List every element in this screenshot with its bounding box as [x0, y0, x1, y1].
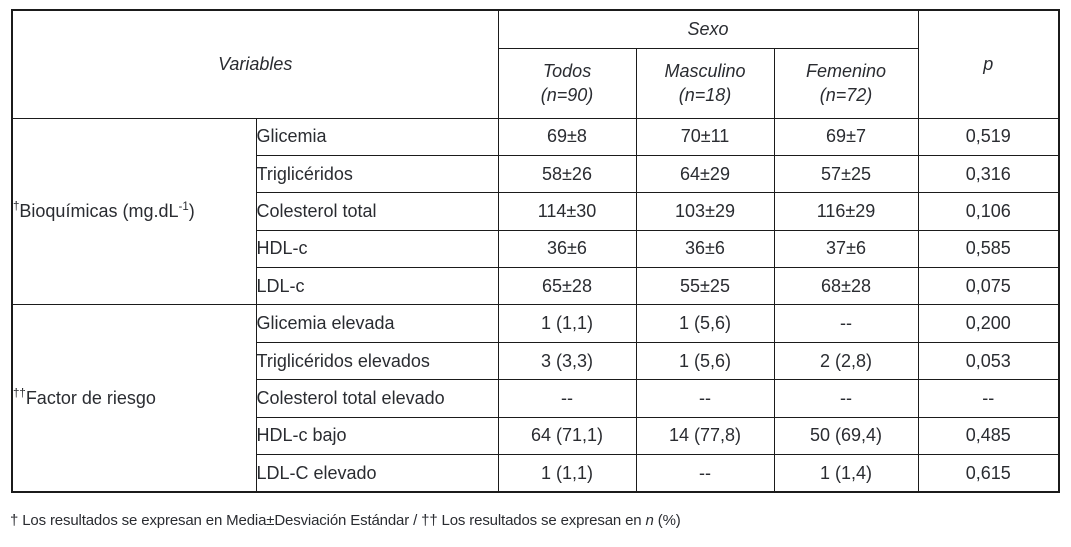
cell-p: 0,316	[917, 154, 1060, 194]
col-header-variables: Variables	[11, 9, 499, 119]
cell-todos: 36±6	[497, 229, 637, 269]
cell-femenino: --	[773, 304, 919, 343]
col-header-todos: Todos (n=90)	[497, 47, 637, 119]
cell-variable: Glicemia	[255, 117, 499, 156]
table-container: Variables Sexo p Todos (n=90) Masculino …	[11, 9, 1061, 493]
col-header-femenino: Femenino (n=72)	[773, 47, 919, 119]
cell-todos: 58±26	[497, 154, 637, 194]
cell-p: 0,106	[917, 192, 1060, 231]
cell-p: 0,200	[917, 304, 1060, 343]
table-row: HDL-c 36±6 36±6 37±6 0,585	[12, 229, 1060, 269]
col-header-masculino: Masculino (n=18)	[635, 47, 775, 119]
footnote: † Los resultados se expresan en Media±De…	[10, 512, 681, 529]
cell-femenino: 50 (69,4)	[773, 416, 919, 456]
table-row: Triglicéridos 58±26 64±29 57±25 0,316	[12, 154, 1060, 194]
cell-p: 0,053	[917, 341, 1060, 381]
header-n: (n=18)	[678, 85, 732, 105]
cell-masculino: --	[635, 379, 775, 418]
cell-todos: 1 (1,1)	[497, 304, 637, 343]
cell-variable: Glicemia elevada	[255, 304, 499, 343]
cell-p: 0,585	[917, 229, 1060, 269]
cell-femenino: 1 (1,4)	[773, 454, 919, 493]
cell-todos: 114±30	[497, 192, 637, 231]
cell-femenino: 2 (2,8)	[773, 341, 919, 381]
header-n: (n=90)	[540, 85, 594, 105]
cell-p: 0,519	[917, 117, 1060, 156]
table-row: Triglicéridos elevados 3 (3,3) 1 (5,6) 2…	[12, 341, 1060, 381]
header-row-sexo: Variables Sexo p	[11, 9, 1060, 119]
cell-masculino: 14 (77,8)	[635, 416, 775, 456]
cell-femenino: 57±25	[773, 154, 919, 194]
header-row-subgroups: Todos (n=90) Masculino (n=18) Femenino (…	[12, 47, 1059, 119]
group-label-factor-de-riesgo: ††Factor de riesgo	[11, 304, 257, 493]
header-label: Masculino	[664, 60, 746, 81]
cell-femenino: 68±28	[773, 267, 919, 306]
cell-p: 0,075	[917, 267, 1060, 306]
cell-variable: HDL-c	[255, 229, 499, 269]
cell-p: --	[917, 379, 1060, 418]
header-label: Todos	[542, 60, 592, 81]
cell-todos: --	[497, 379, 637, 418]
table-row: †Bioquímicas (mg.dL-1) Glicemia 69±8 70±…	[11, 117, 1060, 306]
cell-masculino: 55±25	[635, 267, 775, 306]
footnote-n: n	[645, 512, 654, 529]
cell-masculino: 1 (5,6)	[635, 304, 775, 343]
table-row: LDL-c 65±28 55±25 68±28 0,075	[12, 267, 1060, 306]
cell-masculino: 36±6	[635, 229, 775, 269]
group-dagger: †	[13, 200, 20, 213]
group-dagger: ††	[13, 387, 26, 400]
table-row: ††Factor de riesgo Glicemia elevada 1 (1…	[11, 304, 1060, 493]
cell-masculino: 64±29	[635, 154, 775, 194]
cell-p: 0,485	[917, 416, 1060, 456]
cell-masculino: 70±11	[635, 117, 775, 156]
table-row: LDL-C elevado 1 (1,1) -- 1 (1,4) 0,615	[12, 454, 1060, 493]
cell-todos: 64 (71,1)	[497, 416, 637, 456]
table-row: HDL-c bajo 64 (71,1) 14 (77,8) 50 (69,4)…	[12, 416, 1060, 456]
group-label-end: )	[188, 200, 195, 221]
cell-masculino: 103±29	[635, 192, 775, 231]
cell-variable: HDL-c bajo	[255, 416, 499, 456]
cell-todos: 3 (3,3)	[497, 341, 637, 381]
cell-todos: 65±28	[497, 267, 637, 306]
group-label-superscript: -1	[178, 200, 189, 213]
results-table: Variables Sexo p Todos (n=90) Masculino …	[11, 9, 1061, 493]
cell-masculino: --	[635, 454, 775, 493]
cell-variable: LDL-c	[255, 267, 499, 306]
cell-variable: Triglicéridos elevados	[255, 341, 499, 381]
footnote-text: † Los resultados se expresan en Media±De…	[10, 512, 646, 529]
cell-femenino: --	[773, 379, 919, 418]
cell-p: 0,615	[917, 454, 1060, 493]
table-row: Colesterol total elevado -- -- -- --	[12, 379, 1060, 418]
col-header-sexo: Sexo	[497, 9, 919, 49]
cell-femenino: 116±29	[773, 192, 919, 231]
cell-femenino: 69±7	[773, 117, 919, 156]
header-n: (n=72)	[819, 85, 873, 105]
cell-todos: 69±8	[497, 117, 637, 156]
cell-femenino: 37±6	[773, 229, 919, 269]
col-header-p: p	[917, 9, 1060, 119]
group-label-bioquimicas: †Bioquímicas (mg.dL-1)	[11, 117, 257, 306]
cell-todos: 1 (1,1)	[497, 454, 637, 493]
cell-masculino: 1 (5,6)	[635, 341, 775, 381]
cell-variable: Colesterol total	[255, 192, 499, 231]
cell-variable: LDL-C elevado	[255, 454, 499, 493]
cell-variable: Colesterol total elevado	[255, 379, 499, 418]
group-label-text: Bioquímicas (mg.dL	[19, 200, 179, 221]
footnote-suffix: (%)	[653, 512, 681, 529]
header-label: Femenino	[805, 60, 887, 81]
group-label-text: Factor de riesgo	[25, 387, 156, 408]
cell-variable: Triglicéridos	[255, 154, 499, 194]
